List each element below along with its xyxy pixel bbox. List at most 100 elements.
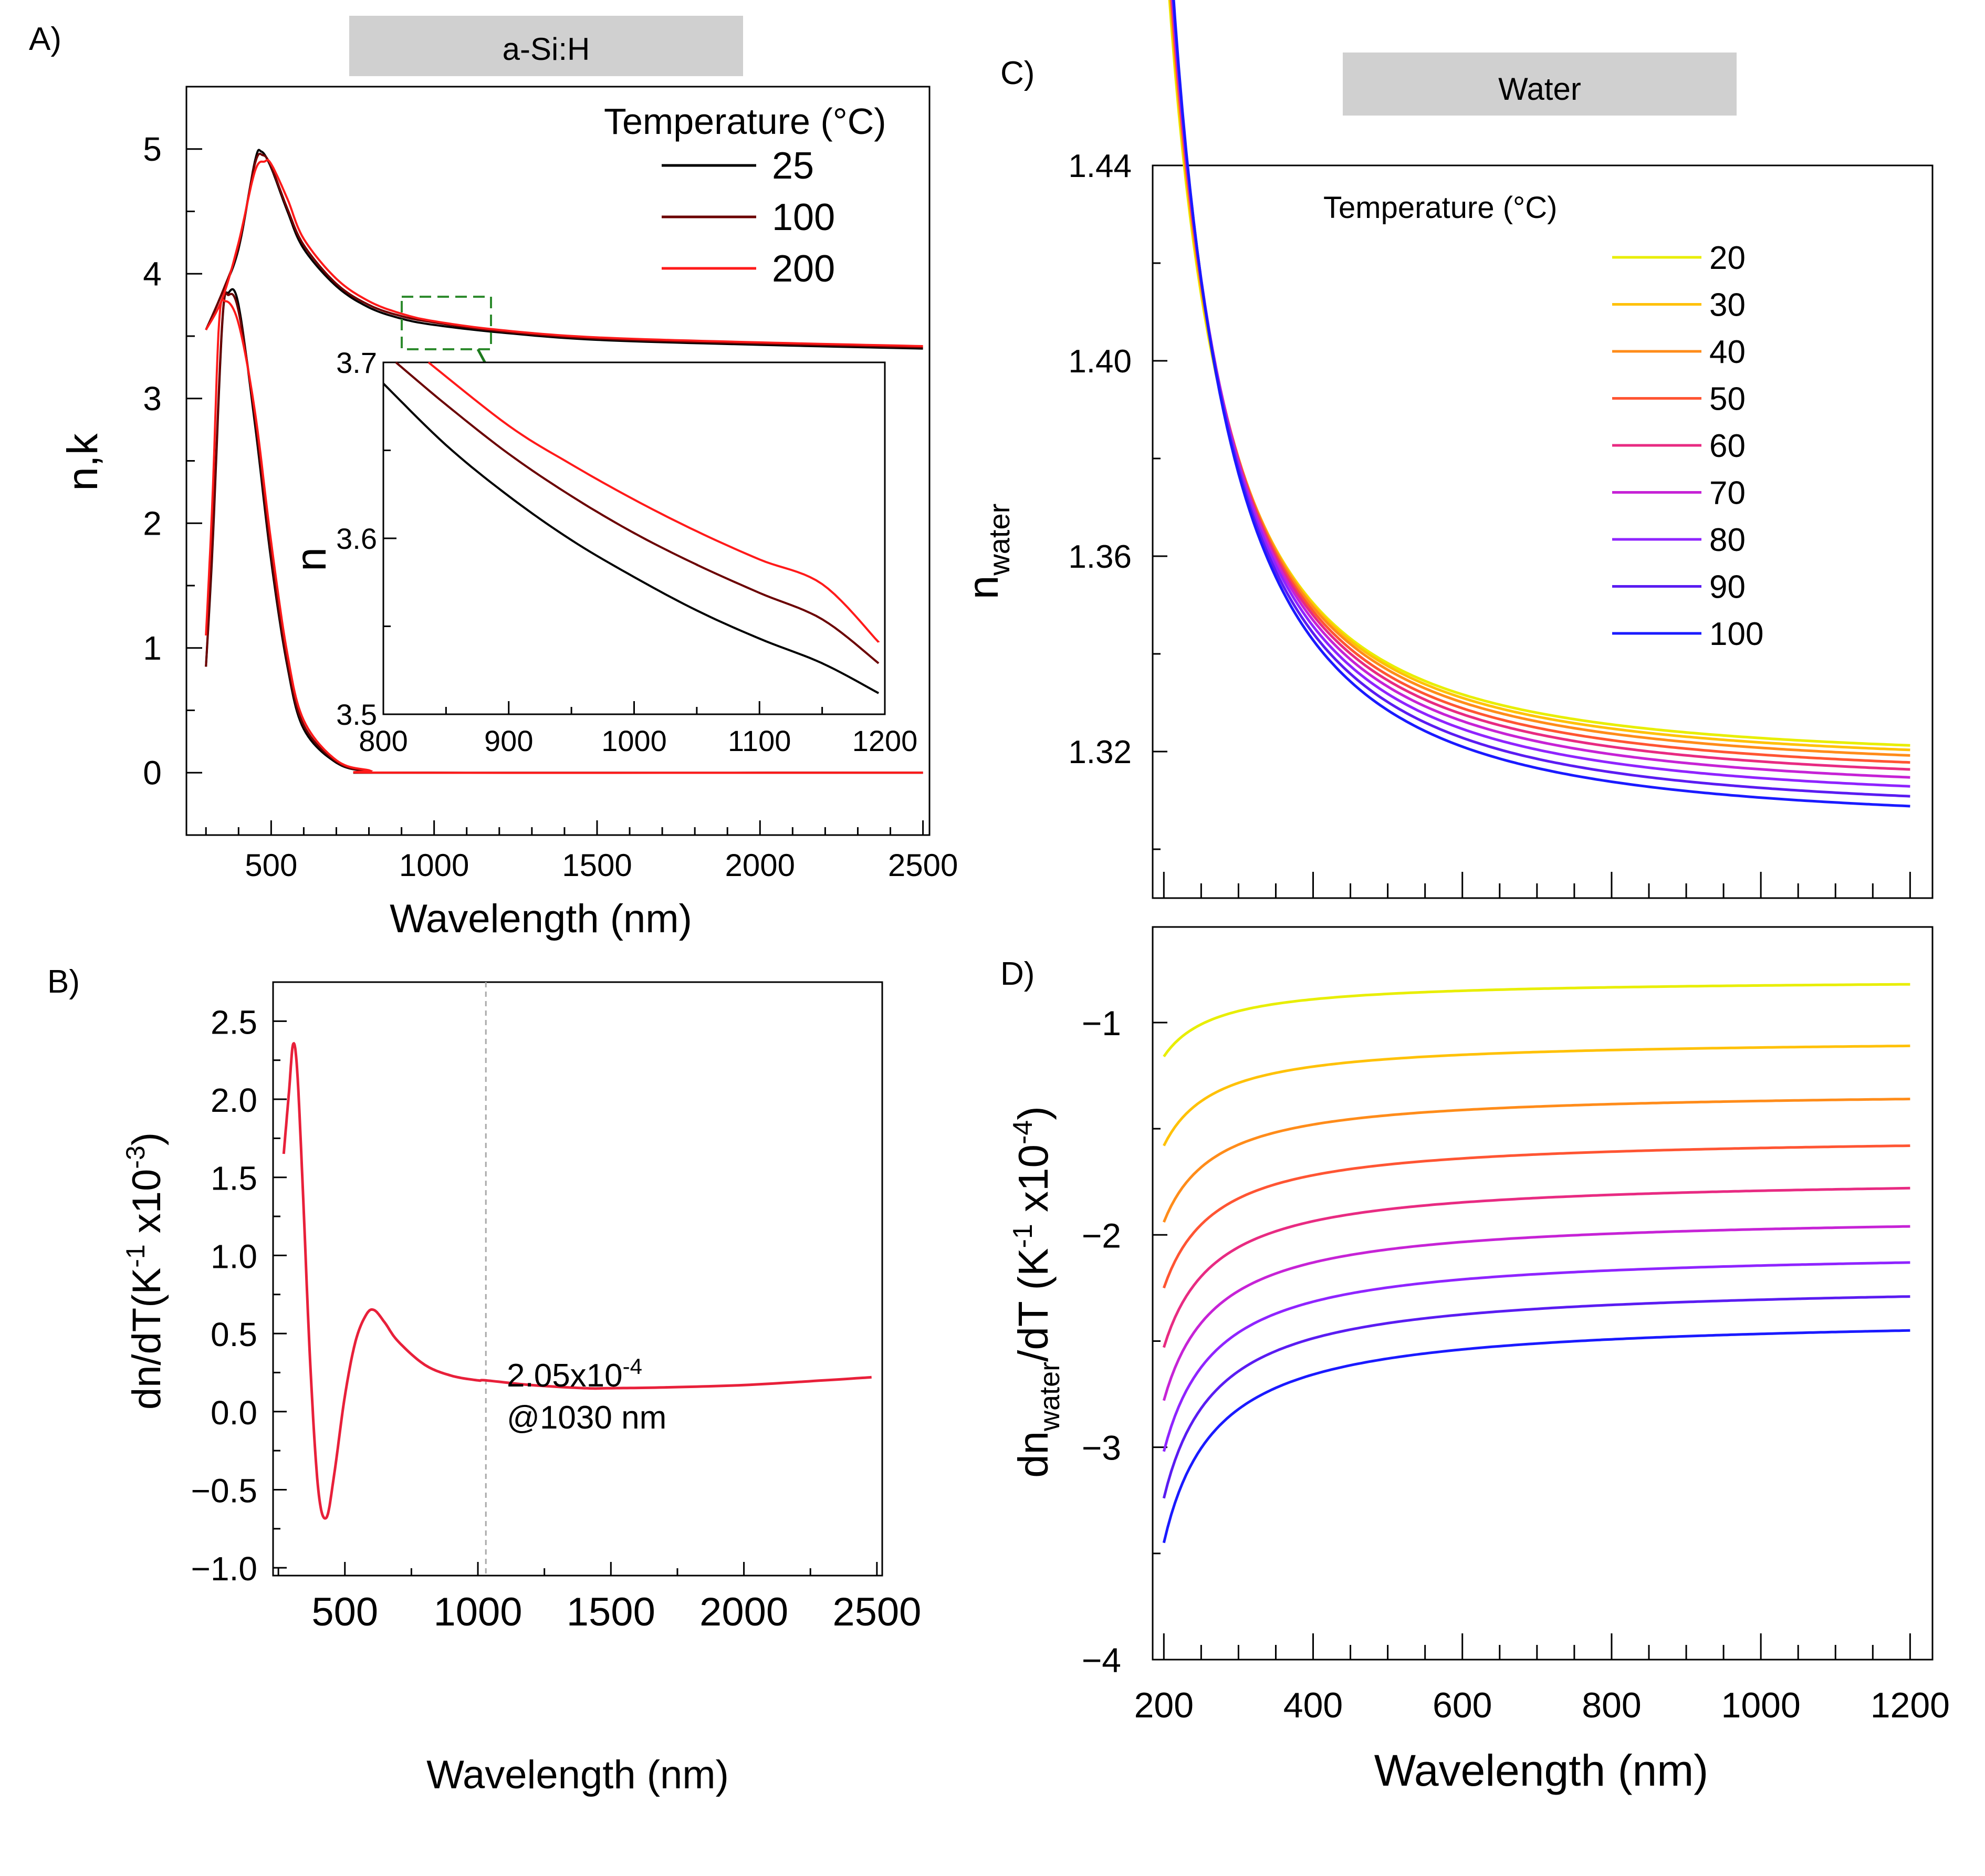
series-water-60 xyxy=(1171,0,1910,771)
series-water-100 xyxy=(1172,0,1910,808)
series-dndt-water-20 xyxy=(1163,983,1910,1058)
legend-label-20: 20 xyxy=(1709,240,1746,276)
inset-y-tick-label: 3.7 xyxy=(336,346,377,379)
series-n-200 xyxy=(205,159,923,347)
panel-a-legend: 25 100 200 xyxy=(662,145,835,290)
series-dndt-water-30 xyxy=(1163,1044,1910,1147)
x-tick-label: 2000 xyxy=(699,1590,788,1634)
inset-y-tick-label: 3.5 xyxy=(336,698,377,731)
inset-x-tick-label: 900 xyxy=(484,724,533,757)
panel-d-label: D) xyxy=(1000,956,1035,992)
panel-b-x-label: Wavelength (nm) xyxy=(426,1753,729,1797)
panel-d-x-label: Wavelength (nm) xyxy=(1374,1746,1708,1795)
legend-label-25: 25 xyxy=(772,145,814,187)
x-tick-label: 400 xyxy=(1283,1685,1343,1725)
panel-c-title-box xyxy=(1343,53,1737,116)
panel-c-label: C) xyxy=(1000,55,1035,91)
y-tick-label: −1.0 xyxy=(191,1550,257,1588)
inset-y-tick-label: 3.6 xyxy=(336,522,377,555)
x-tick-label: 2500 xyxy=(832,1590,921,1634)
panel-c-series xyxy=(1168,0,1910,808)
y-tick-label: 1.32 xyxy=(1068,734,1132,770)
y-tick-label: 4 xyxy=(143,255,162,293)
y-tick-label: 1.5 xyxy=(211,1160,257,1197)
panel-a-title-box xyxy=(349,16,743,76)
panel-c-title: Water xyxy=(1498,71,1581,107)
panel-a-y-label: n,k xyxy=(59,433,107,491)
y-tick-label: 1.40 xyxy=(1068,343,1132,380)
inset-series-25 xyxy=(382,382,880,694)
legend-label-70: 70 xyxy=(1709,475,1746,512)
series-dndt-water-70 xyxy=(1162,1225,1910,1401)
legend-label-50: 50 xyxy=(1709,381,1746,418)
series-water-80 xyxy=(1172,0,1910,788)
x-tick-label: 600 xyxy=(1433,1685,1492,1725)
panel-c-frame xyxy=(1152,164,1934,899)
inset-series-200 xyxy=(427,361,880,643)
y-tick-label: 2.5 xyxy=(211,1003,257,1041)
series-water-50 xyxy=(1170,0,1910,764)
y-tick-label: 0.0 xyxy=(211,1394,257,1432)
series-dndt xyxy=(282,1041,872,1520)
y-tick-label: −4 xyxy=(1082,1641,1121,1680)
series-k-200 xyxy=(205,298,923,774)
panel-a-series xyxy=(205,149,923,774)
x-tick-label: 1000 xyxy=(434,1590,523,1634)
x-tick-label: 1200 xyxy=(1871,1685,1950,1725)
panel-a-x-label: Wavelength (nm) xyxy=(390,897,692,941)
y-tick-label: 2 xyxy=(143,504,162,542)
legend-label-60: 60 xyxy=(1709,428,1746,464)
y-tick-label: 5 xyxy=(143,130,162,168)
inset-series-100 xyxy=(395,361,880,664)
x-tick-label: 1000 xyxy=(1721,1685,1801,1725)
panel-b: B) 500 1000 1500 2000 2500 −1.0 −0.5 0.0 0.5 1.0… xyxy=(47,964,921,1797)
panel-a: A) a-Si:H 500 1000 1500 2000 2500 0 1 2 3 4 5 Wav… xyxy=(29,16,958,941)
panel-b-annotation-value: 2.05x10-4 xyxy=(507,1354,642,1394)
x-tick-label: 1000 xyxy=(399,848,469,883)
series-water-40 xyxy=(1169,0,1910,757)
series-dndt-water-40 xyxy=(1162,1098,1910,1223)
y-tick-label: −3 xyxy=(1082,1429,1121,1467)
panel-c-x-ticks xyxy=(1163,872,1911,898)
series-dndt-water-80 xyxy=(1162,1261,1910,1452)
panel-d-y-label: dnwater/dT (K-1 x10-4) xyxy=(1008,1106,1065,1478)
inset-x-tick-label: 1200 xyxy=(852,724,918,757)
panel-b-y-label: dn/dT(K-1 x10-3) xyxy=(121,1132,169,1410)
zoom-box xyxy=(401,296,492,350)
panel-a-label: A) xyxy=(29,21,61,57)
legend-label-80: 80 xyxy=(1709,522,1746,558)
panel-d-x-ticks: 200 400 600 800 1000 1200 xyxy=(1134,1633,1950,1725)
panel-d-y-ticks: −4 −3 −2 −1 xyxy=(1082,1004,1167,1680)
panel-a-title: a-Si:H xyxy=(503,32,590,67)
panel-b-series xyxy=(282,1041,872,1520)
legend-label-200: 200 xyxy=(772,248,835,290)
panel-d-frame xyxy=(1152,926,1934,1661)
legend-label-30: 30 xyxy=(1709,287,1746,324)
series-water-90 xyxy=(1172,0,1910,798)
y-tick-label: −2 xyxy=(1082,1216,1121,1255)
x-tick-label: 800 xyxy=(1582,1685,1641,1725)
panel-d: D) 200 400 600 800 1000 1200 −4 −3 −2 −1 Wavelen… xyxy=(1000,926,1950,1795)
panel-d-series xyxy=(1162,983,1910,1544)
panel-b-y-ticks: −1.0 −0.5 0.0 0.5 1.0 1.5 2.0 2.5 xyxy=(191,1003,287,1588)
panel-b-label: B) xyxy=(47,964,80,1000)
y-tick-label: −1 xyxy=(1082,1004,1121,1043)
inset-y-label: n xyxy=(287,547,335,571)
inset-y-ticks: 3.5 3.6 3.7 xyxy=(336,346,396,731)
panel-a-x-ticks: 500 1000 1500 2000 2500 xyxy=(205,820,958,883)
x-tick-label: 1500 xyxy=(567,1590,655,1634)
inset-series xyxy=(382,361,880,694)
x-tick-label: 1500 xyxy=(562,848,632,883)
y-tick-label: 0 xyxy=(143,754,162,791)
series-dndt-water-50 xyxy=(1162,1144,1910,1289)
x-tick-label: 200 xyxy=(1134,1685,1194,1725)
inset-x-tick-label: 1100 xyxy=(728,724,791,757)
inset-x-tick-label: 800 xyxy=(359,724,408,757)
series-dndt-water-60 xyxy=(1162,1186,1910,1348)
y-tick-label: 1.36 xyxy=(1068,539,1132,575)
inset-x-tick-label: 1000 xyxy=(601,724,667,757)
panel-a-y-ticks: 0 1 2 3 4 5 xyxy=(143,86,202,836)
x-tick-label: 500 xyxy=(311,1590,378,1634)
series-water-70 xyxy=(1171,0,1910,779)
panel-a-legend-title: Temperature (°C) xyxy=(604,101,886,142)
